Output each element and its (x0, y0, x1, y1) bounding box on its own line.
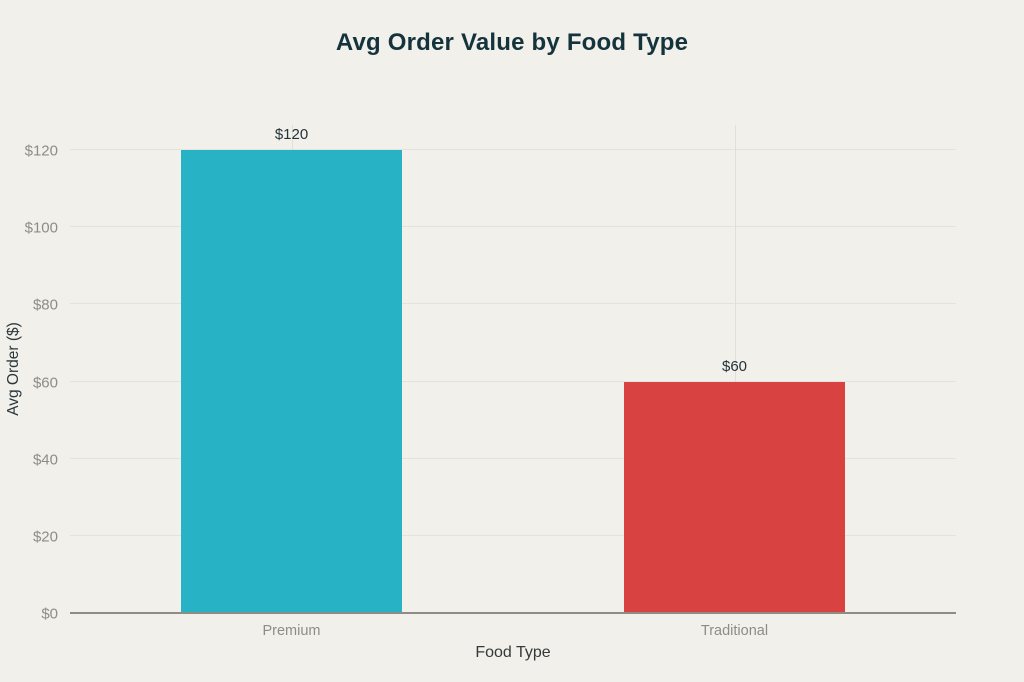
y-tick-label: $120 (24, 142, 58, 160)
y-tick-label: $0 (41, 605, 58, 623)
gridline-100 (70, 226, 956, 228)
gridline-40 (70, 457, 956, 459)
bar-value-label-premium: $120 (274, 126, 309, 144)
vertical-gridline-traditional (734, 125, 736, 613)
y-tick-label: $40 (32, 451, 58, 469)
chart-title: Avg Order Value by Food Type (335, 29, 689, 56)
x-tick-label-traditional: Traditional (700, 623, 769, 639)
x-axis-line (70, 612, 956, 614)
y-tick-label: $80 (32, 296, 58, 314)
gridline-120 (70, 149, 956, 151)
gridline-60 (70, 380, 956, 382)
y-tick-label: $100 (24, 219, 58, 237)
y-axis-label: Avg Order ($) (5, 322, 22, 416)
bar-premium (180, 150, 403, 613)
x-axis-label: Food Type (475, 644, 551, 661)
bar-value-label-traditional: $60 (721, 357, 748, 375)
plot-area: Avg Order ($) $0 $20 $40 $60 $80 $100 $120 $12… (5, 125, 956, 661)
gridline-80 (70, 303, 956, 305)
y-tick-label: $60 (32, 374, 58, 392)
y-tick-label: $20 (32, 528, 58, 546)
gridline-20 (70, 534, 956, 536)
x-tick-label-premium: Premium (262, 623, 321, 639)
bar-traditional (623, 381, 846, 613)
